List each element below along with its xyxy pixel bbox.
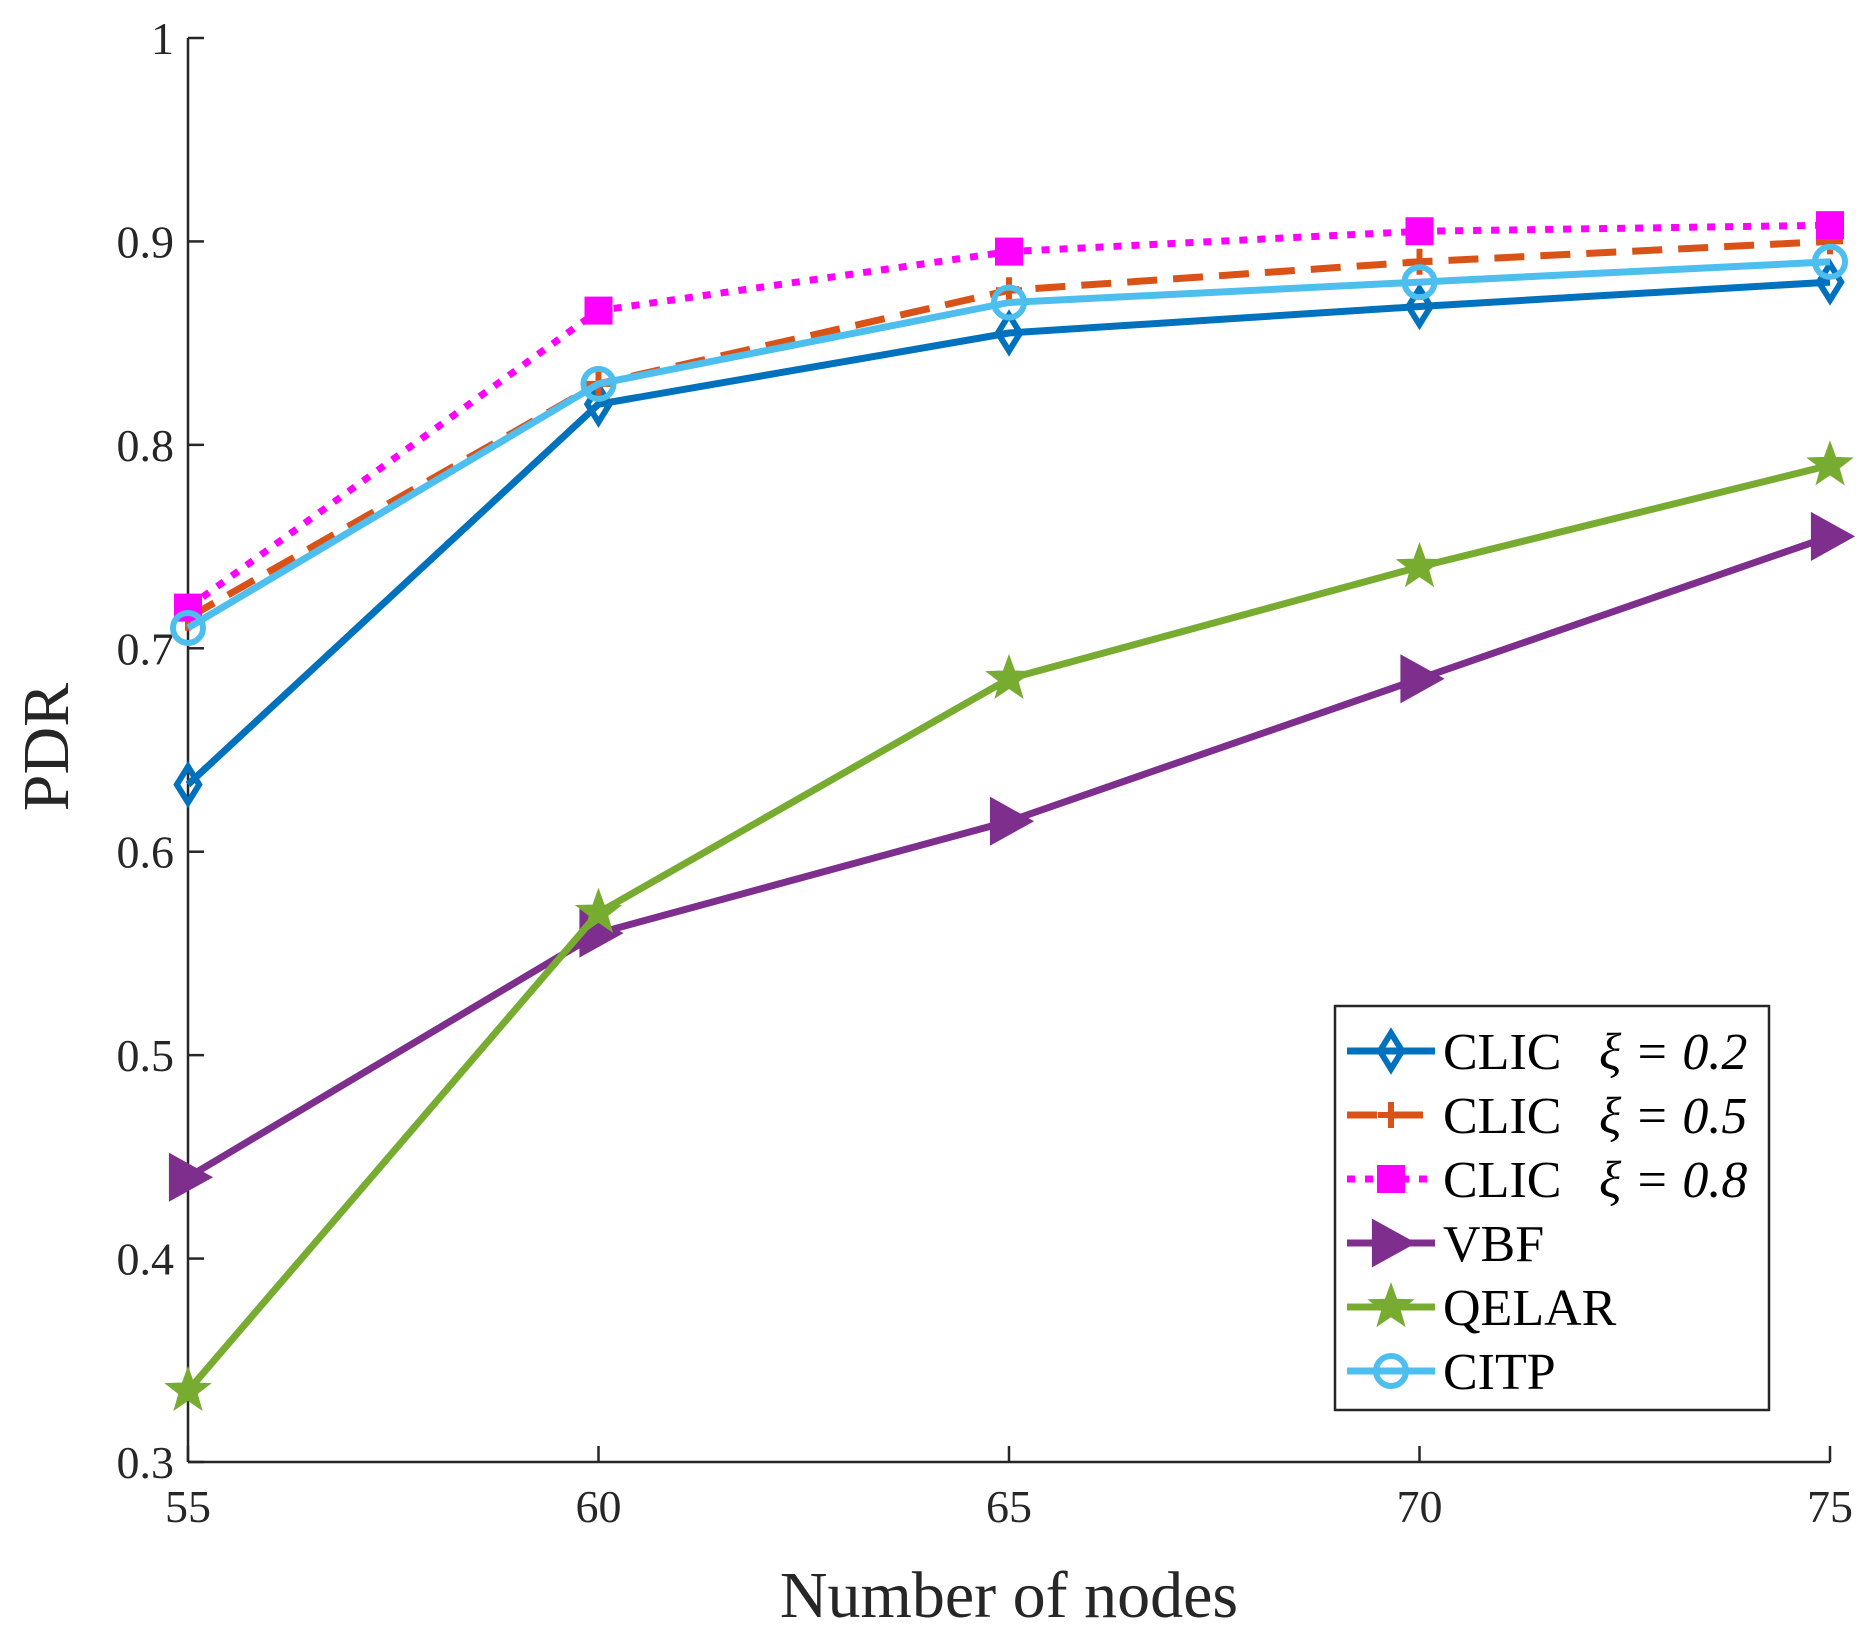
y-tick-label: 0.8: [117, 420, 175, 471]
data-point: [1395, 541, 1444, 588]
x-tick-label: 75: [1807, 1481, 1853, 1532]
y-tick-label: 0.6: [117, 827, 175, 878]
star-marker: [1367, 1282, 1415, 1328]
y-tick-label: 0.4: [117, 1234, 175, 1285]
x-tick-label: 65: [986, 1481, 1032, 1532]
x-tick-label: 70: [1397, 1481, 1443, 1532]
data-point: [985, 653, 1033, 699]
data-point: [580, 365, 617, 402]
data-point: [1401, 264, 1438, 301]
series-line: [185, 278, 1831, 788]
legend-param: ξ = 0.8: [1599, 1152, 1747, 1209]
data-point: [994, 309, 1024, 357]
legend-entry: CLIC ξ = 0.8: [1347, 1152, 1747, 1209]
plus-marker: [1378, 1102, 1404, 1128]
series-line: [186, 258, 1831, 631]
data-point: [1816, 211, 1844, 240]
legend-entry: CLIC ξ = 0.2: [1347, 1024, 1747, 1081]
triangle-marker: [1371, 1218, 1417, 1268]
diamond-marker: [1376, 1027, 1406, 1075]
data-point: [574, 887, 623, 933]
x-axis-title: Number of nodes: [780, 1559, 1238, 1632]
data-point: [584, 296, 613, 325]
legend-label: CLIC: [1443, 1152, 1561, 1209]
legend-entry: CLIC ξ = 0.5: [1347, 1088, 1747, 1145]
circle-marker: [1373, 1353, 1409, 1389]
legend-box: [1333, 1004, 1771, 1412]
data-point: [1405, 217, 1434, 246]
x-tick-label: 55: [165, 1481, 211, 1532]
legend-param: ξ = 0.5: [1599, 1088, 1747, 1145]
data-point: [170, 609, 206, 646]
series-citp: [170, 243, 1848, 646]
legend-label: CITP: [1443, 1344, 1556, 1401]
y-axis-title: PDR: [10, 683, 83, 811]
y-tick-label: 0.3: [117, 1437, 175, 1488]
legend-entry: CITP: [1347, 1344, 1556, 1401]
series-qelar: [164, 440, 1854, 1411]
square-marker: [1377, 1165, 1405, 1193]
series-clic-0-2: [173, 258, 1845, 809]
y-tick-label: 0.9: [117, 216, 175, 267]
legend: CLIC ξ = 0.2 CLIC ξ = 0.5 CLIC ξ = 0.8 VBF QELA…: [1333, 1004, 1771, 1412]
legend-label: CLIC: [1443, 1088, 1561, 1145]
data-point: [173, 760, 203, 809]
data-point: [164, 1365, 212, 1411]
y-tick-label: 0.5: [117, 1030, 175, 1081]
legend-entry: QELAR: [1347, 1280, 1617, 1337]
data-point: [1406, 248, 1433, 275]
data-point: [989, 796, 1035, 846]
data-point: [168, 1152, 214, 1202]
data-point: [995, 237, 1023, 266]
data-point: [1806, 440, 1854, 486]
series-layer: [164, 211, 1856, 1411]
legend-label: VBF: [1443, 1216, 1544, 1273]
axes: 0.3 0.4 0.5 0.6 0.7 0.8 0.9 1 55 60 65 70 75: [117, 13, 1854, 1532]
y-tick-label: 0.7: [117, 623, 175, 674]
legend-param: ξ = 0.2: [1599, 1024, 1747, 1081]
legend-entry: VBF: [1347, 1216, 1544, 1273]
data-point: [1404, 282, 1435, 331]
data-point: [991, 284, 1027, 321]
legend-label: CLIC: [1443, 1024, 1561, 1081]
data-point: [1400, 654, 1445, 704]
legend-label: QELAR: [1443, 1280, 1617, 1337]
x-tick-label: 60: [576, 1481, 622, 1532]
data-point: [1812, 243, 1848, 280]
y-tick-label: 1: [151, 13, 174, 64]
data-point: [1810, 511, 1856, 561]
